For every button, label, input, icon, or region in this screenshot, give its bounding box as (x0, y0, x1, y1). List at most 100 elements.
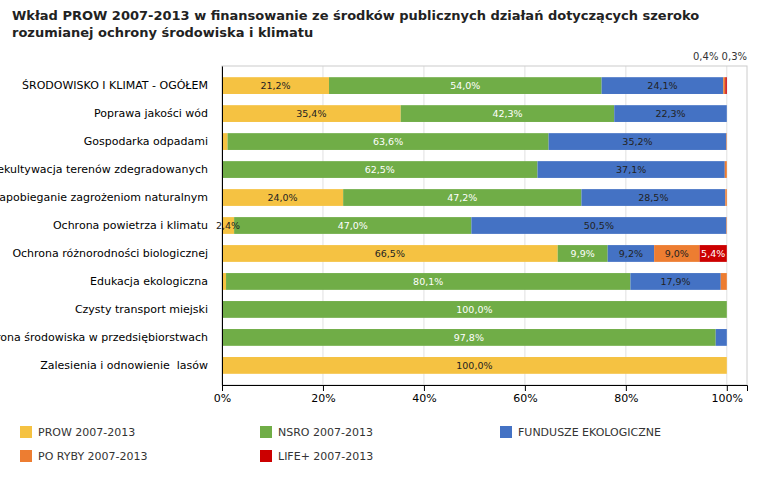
bar (538, 161, 725, 178)
x-tick-label: 60% (513, 392, 537, 405)
bar (700, 245, 727, 262)
data-label: 42,3% (492, 108, 522, 119)
bar (726, 329, 727, 346)
bar (726, 217, 728, 234)
legend-swatch (20, 450, 32, 462)
data-label: 47,0% (338, 220, 368, 231)
grid (222, 66, 727, 385)
x-axis-line (223, 386, 748, 392)
bar (725, 161, 727, 178)
bar (222, 105, 401, 122)
data-label: 37,1% (616, 164, 646, 175)
series (654, 77, 727, 290)
data-label: 9,0% (665, 248, 689, 259)
series (222, 77, 727, 374)
y-axis-line (222, 67, 223, 386)
bar (726, 105, 727, 122)
bar (234, 217, 471, 234)
x-tick: 80% (614, 385, 638, 405)
bar (726, 357, 727, 374)
data-label: 100,0% (456, 360, 492, 371)
bar (222, 357, 727, 374)
legend-item: PO RYBY 2007-2013 (20, 450, 148, 463)
annotation: 0,4% 0,3% (693, 51, 747, 62)
data-label: 17,9% (660, 276, 690, 287)
legend-label: NSRO 2007-2013 (278, 426, 373, 439)
bar (228, 133, 549, 150)
series (471, 77, 726, 346)
y-tick: ŚRODOWISKO I KLIMAT - OGÓŁEM (22, 79, 208, 92)
y-tick: Poprawa jakości wód (94, 107, 208, 120)
bar (226, 273, 630, 290)
legend-label: PROW 2007-2013 (38, 426, 135, 439)
y-tick-label: Ochrona środowiska w przedsiębiorstwach (0, 331, 208, 344)
bar (222, 189, 343, 206)
data-label: 5,4% (701, 248, 725, 259)
y-tick: Ochrona środowiska w przedsiębiorstwach (0, 331, 208, 344)
data-label: 100,0% (456, 304, 492, 315)
title: Wkład PROW 2007-2013 w finansowanie ze ś… (12, 8, 704, 40)
x-tick-label: 100% (712, 392, 743, 405)
legend-item: NSRO 2007-2013 (260, 426, 373, 439)
y-tick-label: ŚRODOWISKO I KLIMAT - OGÓŁEM (22, 79, 208, 92)
bar (558, 245, 608, 262)
bar (726, 161, 727, 178)
data-label: 9,2% (619, 248, 643, 259)
x-tick-mark (323, 385, 324, 391)
y-tick-label: Zalesienia i odnowienie lasów (40, 359, 208, 372)
y-tick-label: Poprawa jakości wód (94, 107, 208, 120)
y-tick: Zapobieganie zagrożeniom naturalnym (0, 191, 208, 204)
bar (726, 133, 728, 150)
bar (549, 133, 727, 150)
y-tick-label: Ochrona powietrza i klimatu (53, 219, 208, 232)
y-tick: Edukacja ekologiczna (90, 275, 208, 288)
bar (222, 329, 716, 346)
bar (725, 189, 727, 206)
data-label: 24,0% (267, 192, 297, 203)
title-line: rozumianej ochrony środowiska i klimatu (12, 25, 313, 40)
x-tick-label: 20% (311, 392, 335, 405)
x-axis: 0%20%40%60%80%100% (214, 385, 748, 405)
legend-label: FUNDUSZE EKOLOGICZNE (518, 426, 661, 439)
bar (726, 357, 727, 374)
data-label: 50,5% (584, 220, 614, 231)
bar (222, 301, 727, 318)
bar (726, 357, 727, 374)
bars (222, 77, 727, 374)
x-tick-mark (525, 385, 526, 391)
y-tick: Zalesienia i odnowienie lasów (40, 359, 208, 372)
y-tick-label: Ochrona różnorodności biologicznej (12, 247, 208, 260)
data-label: 97,8% (454, 332, 484, 343)
bar (726, 189, 727, 206)
data-label: 35,2% (622, 136, 652, 147)
data-label: 54,0% (450, 80, 480, 91)
x-tick-mark (727, 385, 728, 391)
plot-frame (222, 66, 747, 385)
bar (471, 217, 726, 234)
data-label: 28,5% (638, 192, 668, 203)
bar (726, 329, 727, 346)
legend-item: LIFE+ 2007-2013 (260, 450, 373, 463)
x-tick-mark (222, 385, 223, 391)
legend-swatch (500, 426, 512, 438)
y-tick-label: Zapobieganie zagrożeniom naturalnym (0, 191, 208, 204)
data-label: 9,9% (571, 248, 595, 259)
y-tick: Rekultywacja terenów zdegradowanych (0, 163, 208, 176)
bar (716, 329, 727, 346)
bar (222, 245, 558, 262)
bar (726, 273, 727, 290)
series (700, 77, 727, 262)
data-label: 47,2% (447, 192, 477, 203)
bar (726, 105, 727, 122)
y-tick-label: Gospodarka odpadami (84, 135, 208, 148)
x-tick: 60% (513, 385, 537, 405)
bar (725, 77, 727, 94)
data-labels: 21,2%35,4%24,0%2,4%66,5%100,0%54,0%42,3%… (216, 80, 725, 371)
legend-label: LIFE+ 2007-2013 (278, 450, 373, 463)
bar (614, 105, 727, 122)
x-tick-label: 80% (614, 392, 638, 405)
bar (401, 105, 615, 122)
x-tick: 0% (214, 385, 231, 405)
legend-item: PROW 2007-2013 (20, 426, 135, 439)
legend-label: PO RYBY 2007-2013 (38, 450, 148, 463)
